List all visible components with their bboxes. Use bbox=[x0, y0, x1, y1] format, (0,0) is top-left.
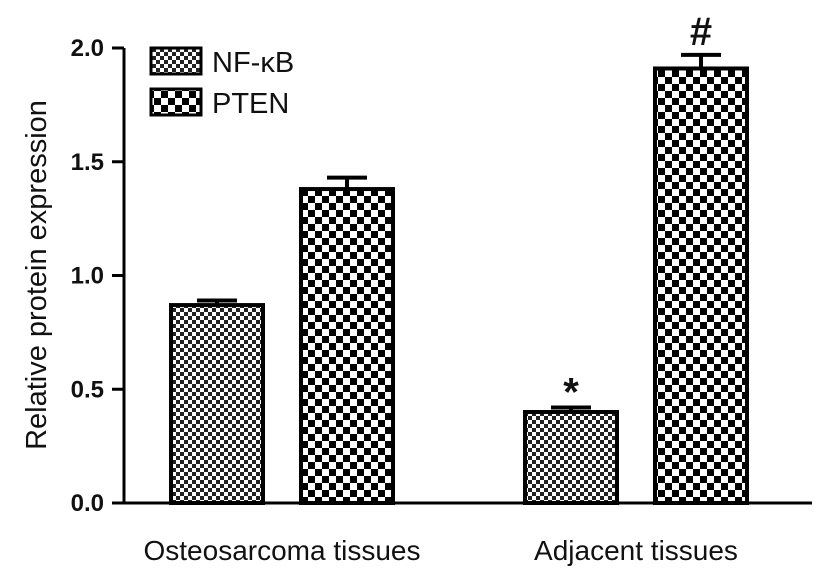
error-bars bbox=[197, 52, 721, 412]
legend: NF-κB PTEN bbox=[149, 46, 294, 120]
y-axis-title: Relative protein expression bbox=[21, 100, 53, 450]
legend-label-nfkb: NF-κB bbox=[212, 47, 294, 79]
bar-s1-c0 bbox=[299, 187, 395, 506]
significance-annotations: *# bbox=[563, 10, 712, 415]
legend-swatch-nfkb bbox=[149, 46, 203, 76]
y-axis-ticks: 0.0 0.5 1.0 1.5 2.0 bbox=[71, 35, 124, 517]
y-tick-label-0: 0.0 bbox=[71, 490, 104, 517]
x-category-label-1: Adjacent tissues bbox=[534, 535, 738, 566]
annotation-0: * bbox=[563, 370, 579, 414]
bar-s0-c0 bbox=[169, 303, 265, 506]
bar-s1-c1 bbox=[653, 66, 749, 505]
y-tick-label-3: 1.5 bbox=[71, 149, 104, 176]
y-tick-label-2: 1.0 bbox=[71, 263, 104, 290]
y-tick-label-1: 0.5 bbox=[71, 376, 104, 403]
x-category-label-0: Osteosarcoma tissues bbox=[144, 535, 421, 566]
y-tick-label-4: 2.0 bbox=[71, 35, 104, 62]
annotation-1: # bbox=[690, 10, 712, 54]
legend-label-pten: PTEN bbox=[212, 88, 289, 120]
x-axis-category-labels: Osteosarcoma tissues Adjacent tissues bbox=[144, 535, 738, 566]
legend-swatch-pten bbox=[149, 87, 203, 117]
bar-s0-c1 bbox=[523, 410, 619, 505]
bars bbox=[169, 66, 749, 506]
